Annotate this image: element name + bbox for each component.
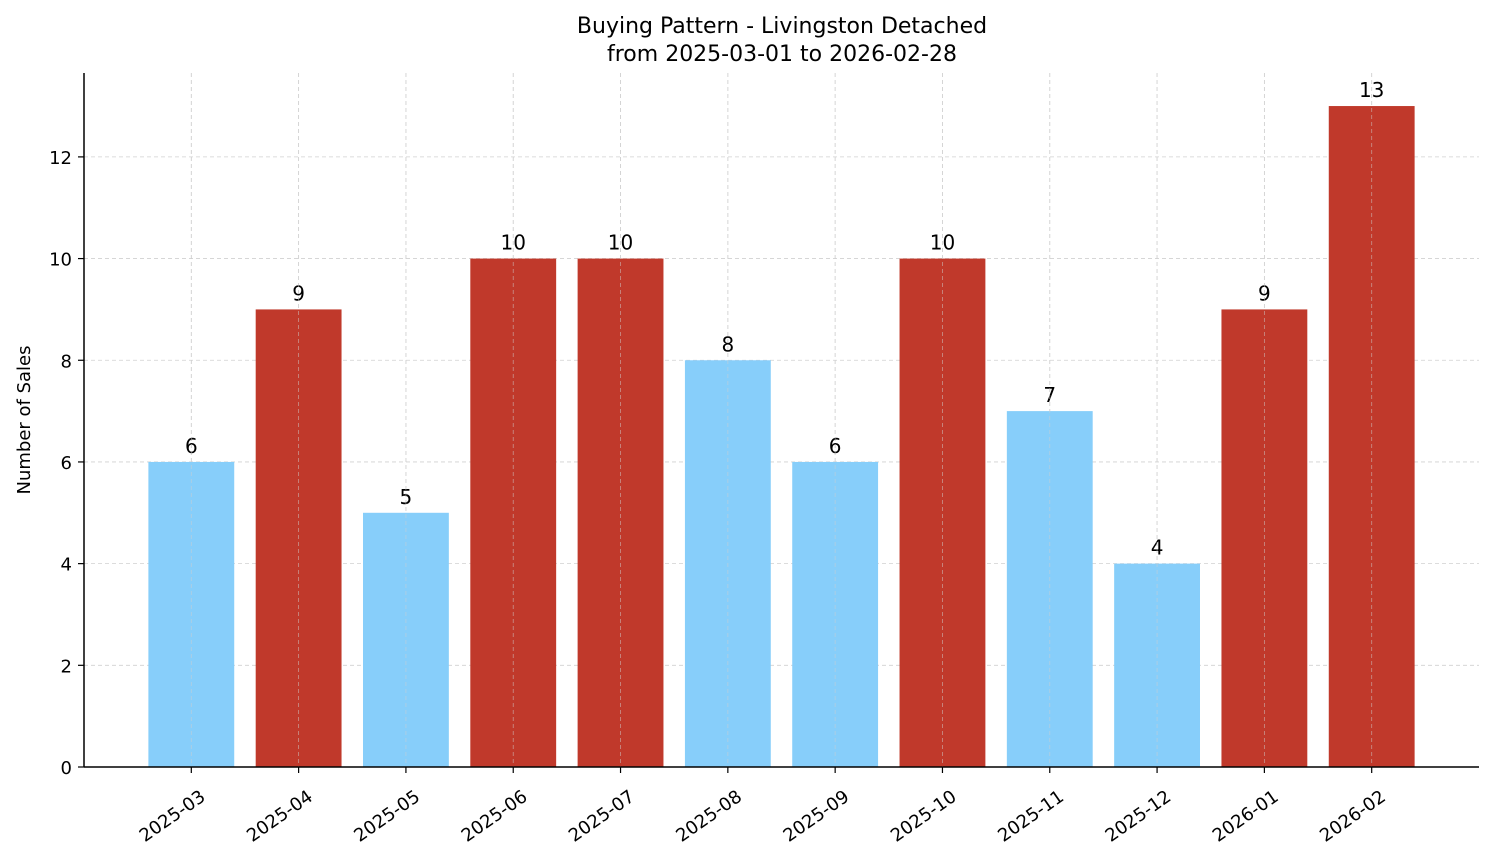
x-tick-label: 2026-01 — [1209, 786, 1283, 846]
x-tick-label: 2025-04 — [243, 786, 317, 846]
x-tick-label: 2025-03 — [136, 786, 210, 846]
y-tick-label: 4 — [61, 555, 72, 576]
x-tick-label: 2025-08 — [672, 786, 746, 846]
chart-subtitle: from 2025-03-01 to 2026-02-28 — [607, 42, 957, 67]
y-tick-label: 0 — [61, 758, 72, 779]
x-tick-label: 2025-05 — [350, 786, 424, 846]
y-tick-label: 2 — [61, 656, 72, 677]
data-label-2025-12: 4 — [1151, 536, 1164, 560]
chart-title: Buying Pattern - Livingston Detached — [577, 14, 987, 39]
x-tick-label: 2025-11 — [994, 786, 1068, 846]
x-tick-label: 2026-02 — [1316, 786, 1390, 846]
x-tick-label: 2025-06 — [458, 786, 532, 846]
y-tick-label: 12 — [49, 148, 72, 169]
bar-2025-11 — [1006, 411, 1093, 767]
x-tick-label: 2025-09 — [780, 786, 854, 846]
x-tick-label: 2025-07 — [565, 786, 639, 846]
bars — [148, 106, 1415, 768]
x-tick-label: 2025-10 — [887, 786, 961, 846]
y-axis-label: Number of Sales — [14, 345, 35, 494]
x-tick-label: 2025-12 — [1102, 786, 1176, 846]
y-tick-label: 10 — [49, 250, 72, 271]
y-tick-label: 8 — [61, 351, 72, 372]
bar-2026-02 — [1328, 106, 1415, 768]
data-label-2025-08: 8 — [721, 332, 734, 356]
y-tick-label: 6 — [61, 453, 72, 474]
